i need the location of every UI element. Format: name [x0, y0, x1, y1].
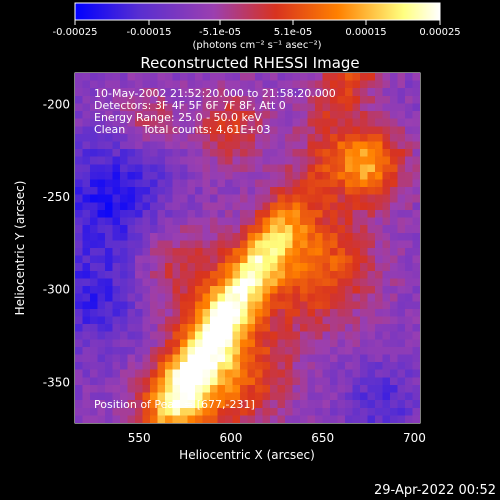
footer-timestamp: 29-Apr-2022 00:52 — [374, 483, 496, 498]
colorbar-tick-label: -5.1e-05 — [199, 27, 241, 38]
colorbar-tick-label: -0.00025 — [53, 27, 98, 38]
colorbar-ticks: -0.00025 -0.00015 -5.1e-05 5.1e-05 0.00015 0.… — [53, 20, 461, 38]
colorbar-tick-label: 0.00015 — [345, 27, 386, 38]
y-tick-label: -300 — [43, 283, 70, 297]
x-axis-label: Heliocentric X (arcsec) — [179, 448, 315, 462]
y-axis-label: Heliocentric Y (arcsec) — [13, 181, 27, 316]
annotation-total-counts: Clean Total counts: 4.61E+03 — [94, 123, 271, 136]
y-tick-label: -200 — [43, 97, 70, 111]
y-tick-label: -250 — [43, 190, 70, 204]
colorbar — [74, 2, 441, 21]
colorbar-tick-label: -0.00015 — [127, 27, 172, 38]
x-tick-label: 700 — [403, 431, 426, 445]
heatmap-image — [75, 73, 420, 423]
x-tick-label: 650 — [311, 431, 334, 445]
colorbar-tick-label: 5.1e-05 — [274, 27, 312, 38]
annotation-peak-position: Position of Peak = [677,-231] — [94, 398, 255, 411]
x-tick-label: 550 — [128, 431, 151, 445]
annotation-time-range: 10-May-2002 21:52:20.000 to 21:58:20.000 — [94, 87, 336, 100]
annotation-energy-range: Energy Range: 25.0 - 50.0 keV — [94, 111, 262, 124]
annotation-detectors: Detectors: 3F 4F 5F 6F 7F 8F, Att 0 — [94, 99, 286, 112]
colorbar-unit-label: (photons cm⁻² s⁻¹ asec⁻²) — [192, 40, 321, 51]
y-tick-label: -350 — [43, 375, 70, 389]
chart-title: Reconstructed RHESSI Image — [140, 54, 359, 72]
colorbar-tick-label: 0.00025 — [419, 27, 460, 38]
x-tick-label: 600 — [220, 431, 243, 445]
y-axis: -200 -250 -300 -350 — [43, 97, 420, 389]
